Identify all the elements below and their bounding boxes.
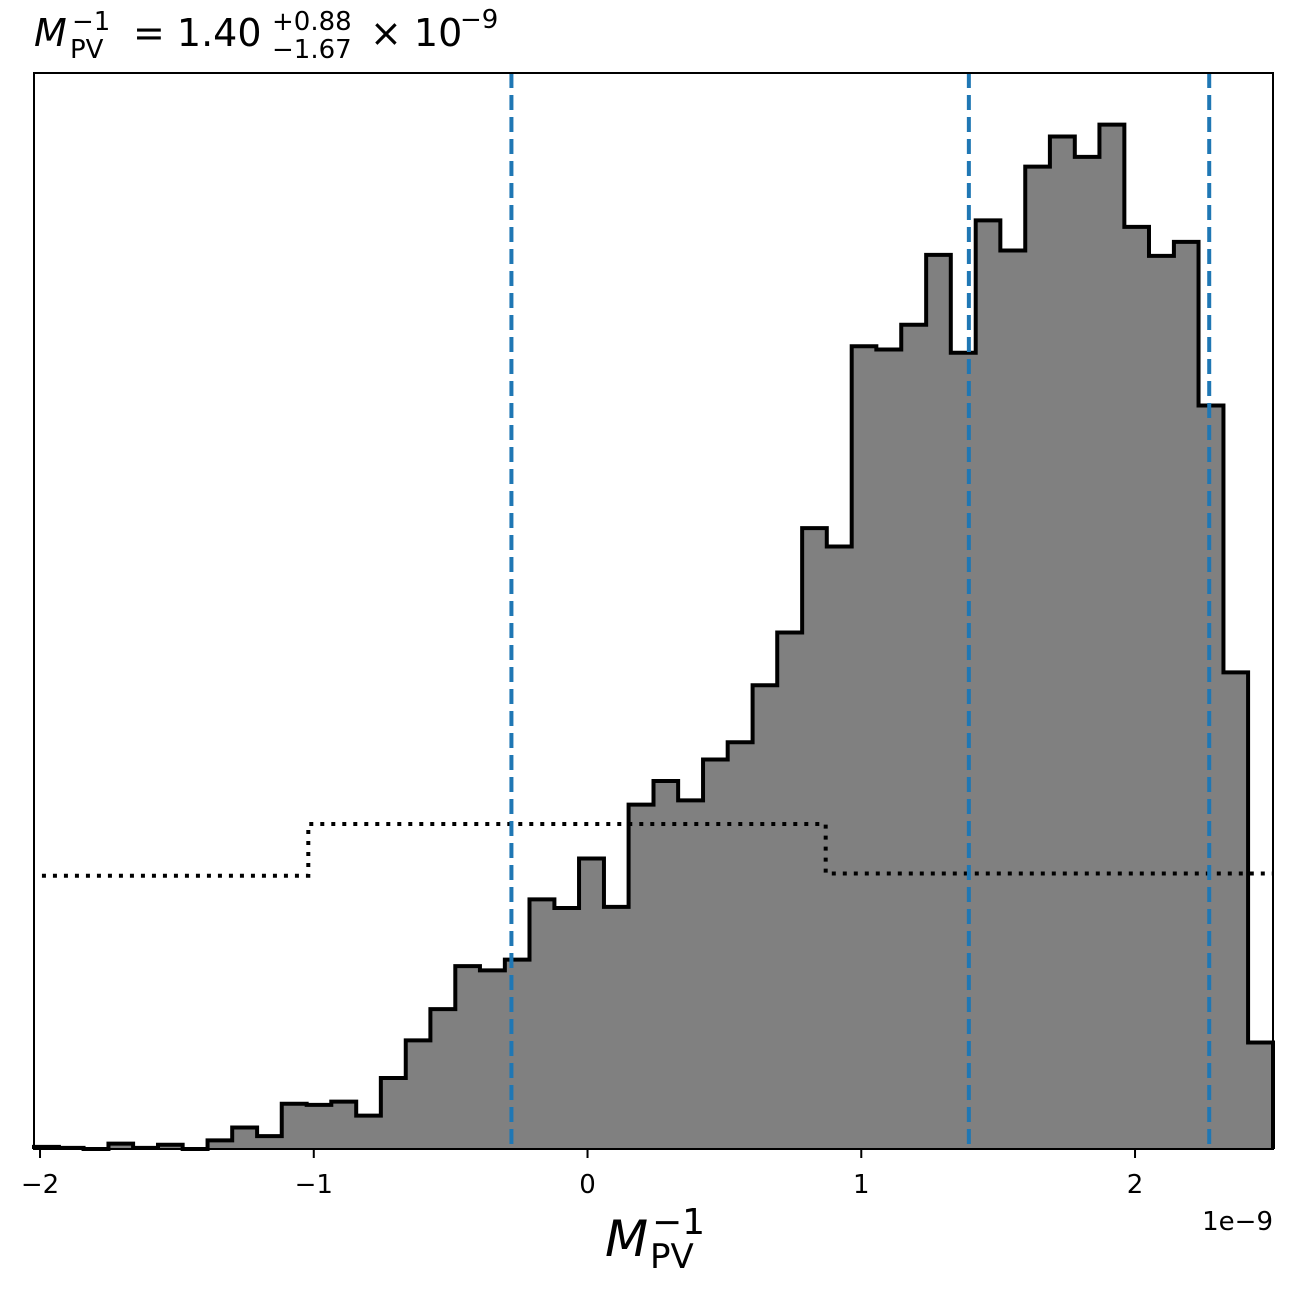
bar (628, 804, 654, 1149)
bar (158, 1144, 184, 1149)
bar (777, 632, 803, 1149)
title: M −1 PV = 1.40 +0.88 −1.67 × 10 −9 (34, 5, 498, 65)
x-label-sub: PV (650, 1237, 694, 1277)
bar (479, 970, 506, 1149)
bar (579, 858, 605, 1149)
title-var-sup: −1 (72, 7, 110, 37)
bar (901, 324, 927, 1149)
bar (1000, 250, 1026, 1150)
bar (356, 1115, 382, 1149)
bar (108, 1143, 134, 1149)
title-times: × 10 (370, 11, 462, 55)
bar (257, 1136, 283, 1149)
bar (1099, 124, 1125, 1150)
bar (529, 899, 555, 1149)
x-tick-label: −1 (295, 1170, 333, 1200)
bar (727, 742, 754, 1149)
bar (678, 800, 704, 1149)
x-label-sup: −1 (652, 1202, 705, 1243)
overlay-step (41, 822, 1273, 878)
x-tick-label: −2 (21, 1170, 59, 1200)
title-minus: −1.67 (272, 35, 352, 65)
bar (405, 1040, 431, 1149)
bar (603, 906, 630, 1149)
bar (455, 966, 481, 1149)
title-var-sub: PV (70, 35, 104, 65)
bar (703, 759, 729, 1149)
bar (653, 781, 679, 1149)
title-var: M (34, 11, 67, 55)
title-exp: −9 (460, 5, 498, 35)
bar (504, 959, 530, 1149)
bar (380, 1077, 407, 1149)
bar (306, 1104, 332, 1149)
bar (851, 346, 877, 1150)
bar (876, 349, 902, 1150)
x-label: M −1 PV (605, 1202, 705, 1277)
bar (232, 1127, 258, 1149)
bar (926, 254, 952, 1149)
bar (281, 1103, 308, 1149)
x-tick-label: 1 (853, 1170, 870, 1200)
bar (430, 1009, 456, 1149)
plot-frame (33, 72, 1274, 1150)
bar (331, 1101, 357, 1149)
bar (802, 528, 828, 1149)
histogram-outline (32, 122, 1275, 1151)
bar (1074, 156, 1100, 1150)
bar (1198, 405, 1224, 1149)
x-tick-label: 0 (579, 1170, 596, 1200)
x-label-var: M (605, 1210, 648, 1268)
bar (975, 220, 1001, 1150)
bar (1223, 672, 1249, 1149)
bar (1124, 226, 1150, 1150)
bar (752, 685, 778, 1149)
title-value: = 1.40 (133, 11, 262, 55)
bar (1173, 241, 1200, 1149)
bar (1148, 255, 1175, 1150)
bar (554, 907, 580, 1149)
bar (1049, 136, 1076, 1149)
title-plus: +0.88 (272, 7, 352, 37)
bar (826, 546, 853, 1149)
bar (950, 352, 977, 1149)
bar (1248, 1042, 1274, 1149)
bar (207, 1140, 233, 1149)
x-offset: 1e−9 (1202, 1207, 1273, 1237)
x-tick-label: 2 (1127, 1170, 1144, 1200)
bar (1025, 166, 1051, 1149)
